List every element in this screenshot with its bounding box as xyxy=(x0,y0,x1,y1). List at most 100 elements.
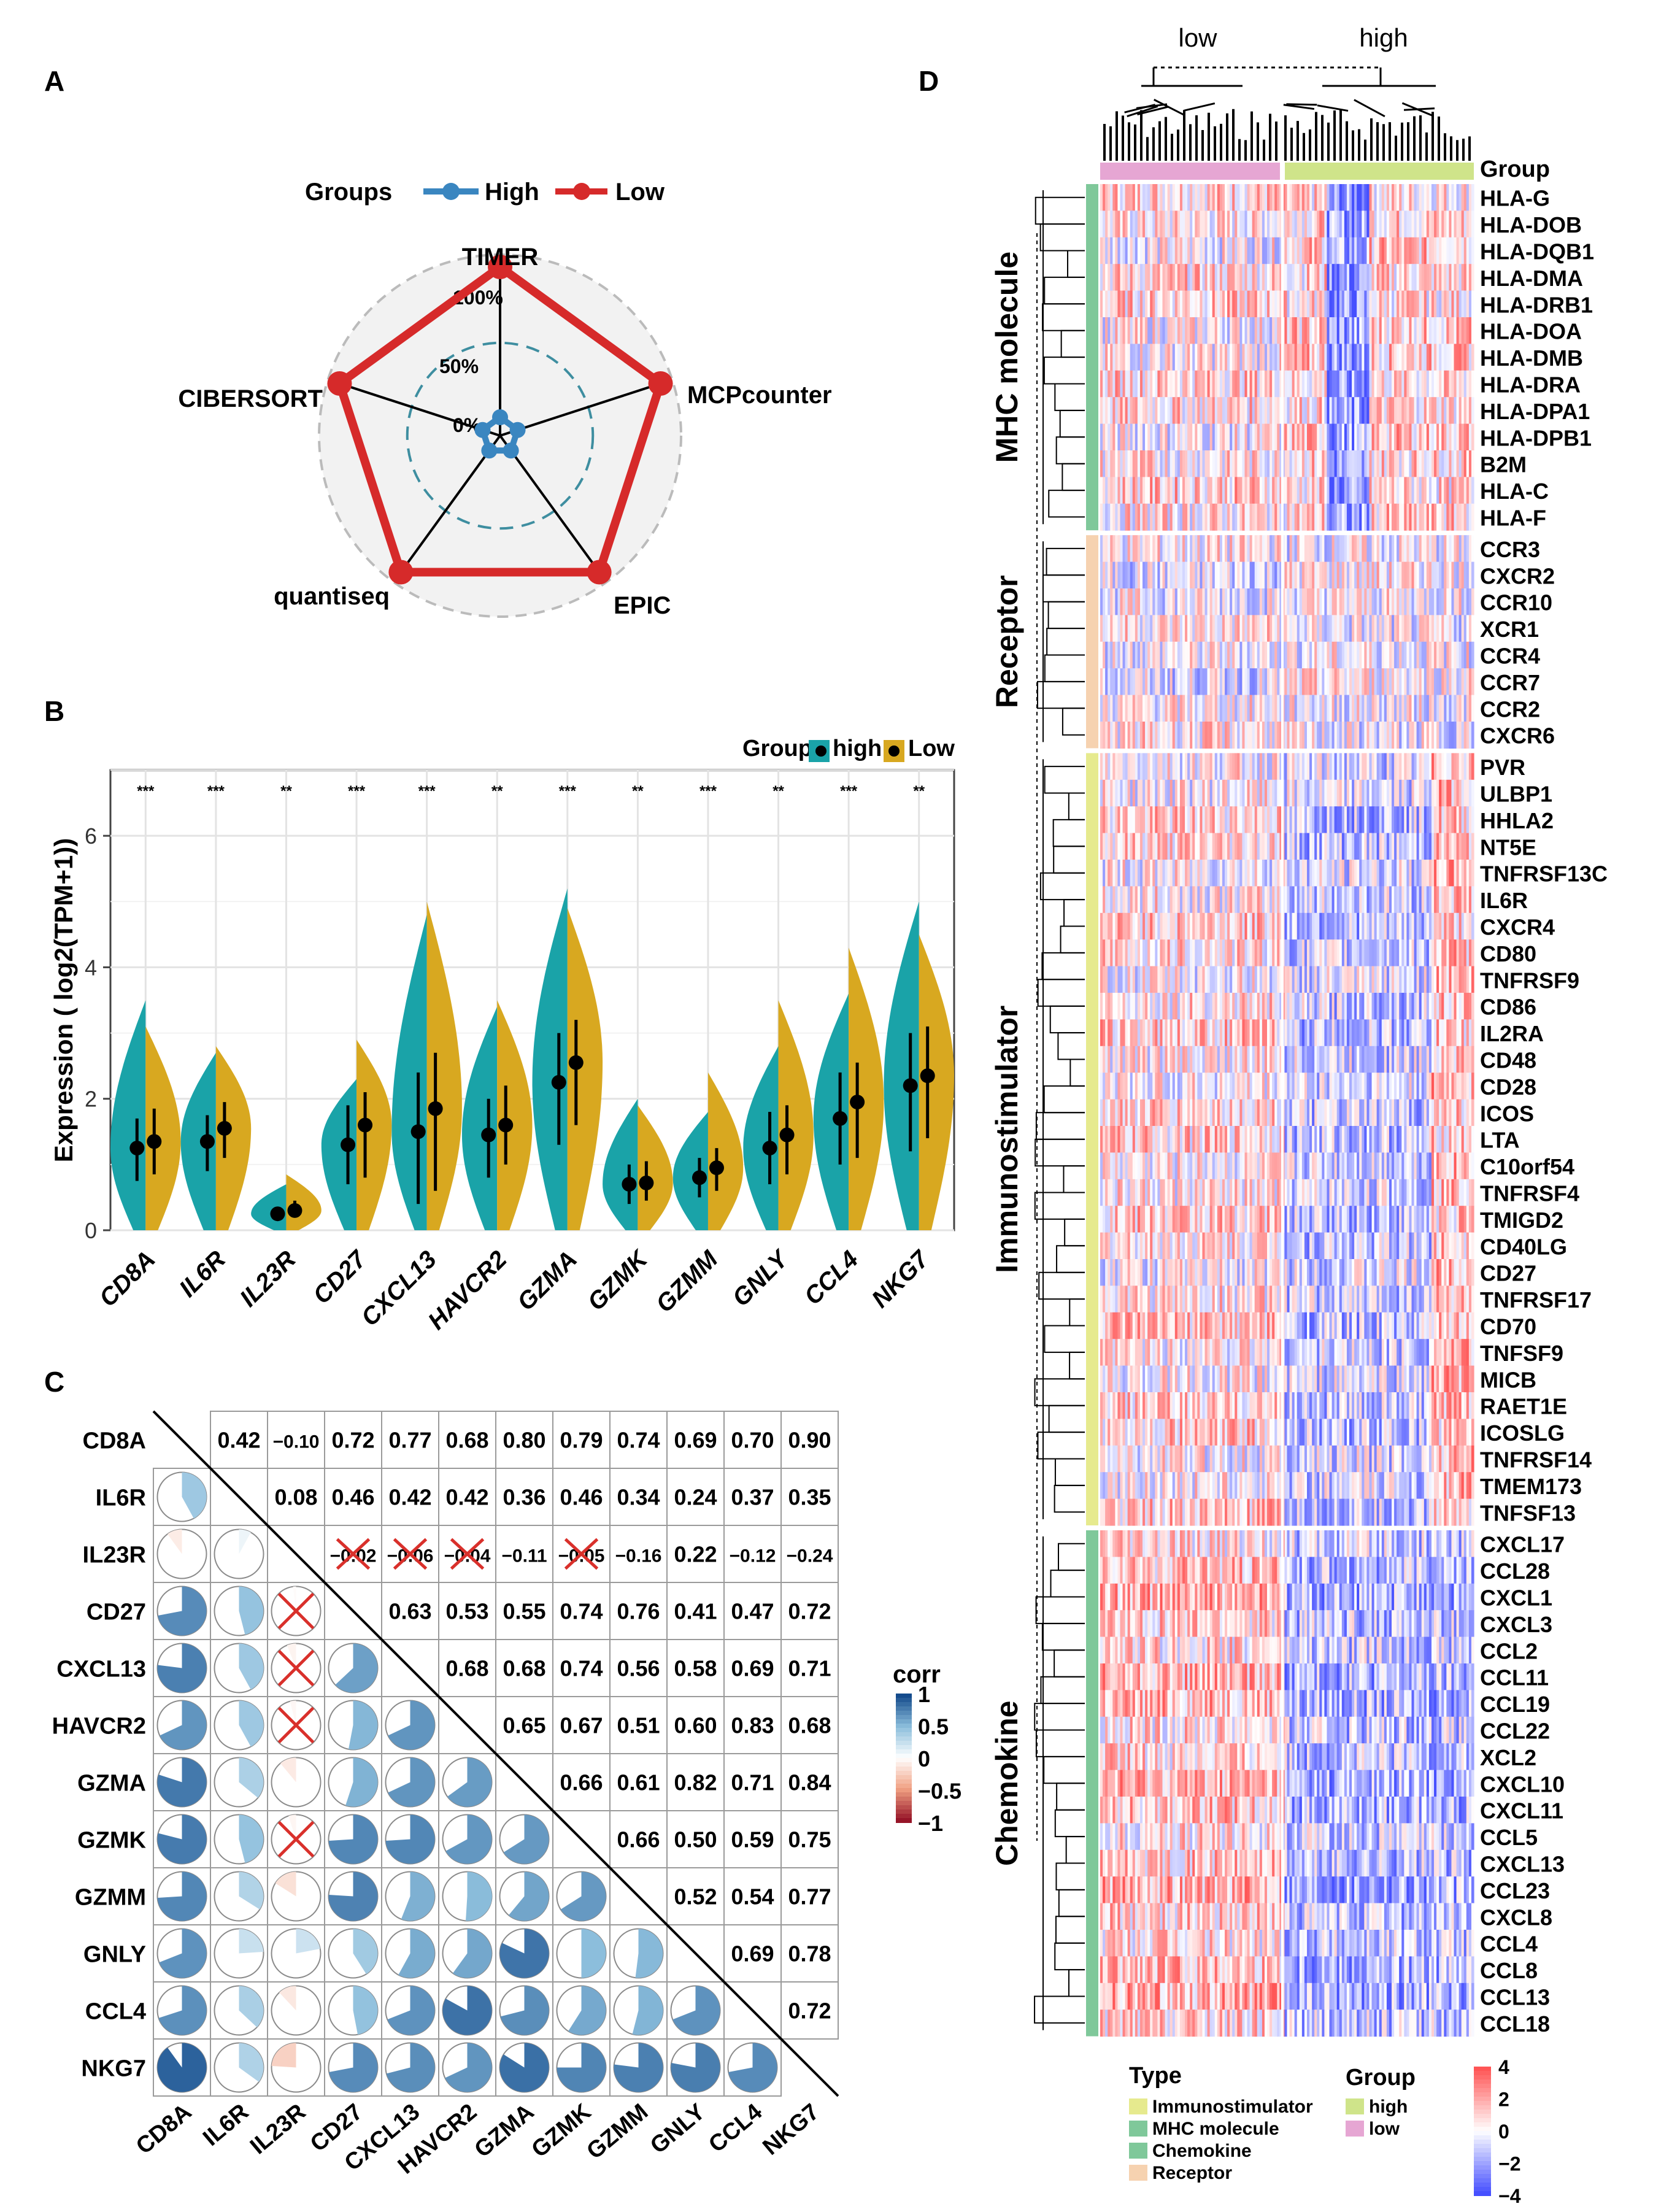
heatmap-cell xyxy=(1324,535,1328,563)
heatmap-cell xyxy=(1172,615,1176,642)
heatmap-cell xyxy=(1304,668,1308,696)
heatmap-cell xyxy=(1451,237,1455,264)
heatmap-cell xyxy=(1259,397,1263,425)
heatmap-cell xyxy=(1242,450,1246,477)
col-label: GZMK xyxy=(527,2098,596,2162)
heatmap-cell xyxy=(1237,477,1240,504)
heatmap-cell xyxy=(1125,615,1128,642)
heatmap-cell xyxy=(1214,939,1218,967)
heatmap-cell xyxy=(1108,695,1111,722)
heatmap-cell xyxy=(1217,450,1220,477)
heatmap-cell xyxy=(1182,886,1185,914)
heatmap-cell xyxy=(1384,344,1387,371)
heatmap-cell xyxy=(1346,503,1350,531)
heatmap-cell xyxy=(1314,477,1317,504)
heatmap-cell xyxy=(1446,370,1449,398)
heatmap-cell xyxy=(1147,477,1150,504)
group-row-label: Group xyxy=(1480,156,1550,182)
heatmap-cell xyxy=(1244,641,1248,669)
heatmap-cell xyxy=(1219,370,1223,398)
heatmap-cell xyxy=(1115,477,1119,504)
heatmap-cell xyxy=(1434,833,1437,860)
row-label: CXCL13 xyxy=(56,1657,146,1682)
heatmap-cell xyxy=(1172,641,1176,669)
heatmap-cell xyxy=(1292,753,1295,780)
corr-legend-segment xyxy=(896,1809,912,1814)
heatmap-cell xyxy=(1242,668,1246,696)
heatmap-cell xyxy=(1317,290,1320,318)
heatmap-cell xyxy=(1426,370,1430,398)
heatmap-cell xyxy=(1212,370,1216,398)
heatmap-cell xyxy=(1252,833,1255,860)
heatmap-cell xyxy=(1463,615,1467,642)
heatmap-cell xyxy=(1466,535,1470,563)
heatmap-cell xyxy=(1209,939,1213,967)
heatmap-cell xyxy=(1297,503,1300,531)
heatmap-cell xyxy=(1252,290,1255,318)
heatmap-cell xyxy=(1247,912,1250,940)
heatmap-cell xyxy=(1346,833,1350,860)
heatmap-cell xyxy=(1339,588,1343,615)
heatmap-cell xyxy=(1428,860,1432,887)
heatmap-cell xyxy=(1357,668,1360,696)
heatmap-cell xyxy=(1259,833,1263,860)
heatmap-cell xyxy=(1152,535,1155,563)
heatmap-cell xyxy=(1125,860,1128,887)
heatmap-cell xyxy=(1468,237,1472,264)
heatmap-cell xyxy=(1252,317,1255,344)
heatmap-cell xyxy=(1160,535,1163,563)
violin-low xyxy=(145,1026,181,1230)
corr-value: −0.12 xyxy=(730,1546,776,1567)
heatmap-cell xyxy=(1397,184,1400,211)
pie-slice xyxy=(157,1871,207,1921)
heatmap-cell xyxy=(1444,237,1447,264)
heatmap-cell xyxy=(1463,450,1467,477)
heatmap-cell xyxy=(1406,423,1410,451)
heatmap-cell xyxy=(1169,450,1173,477)
heatmap-cell xyxy=(1461,477,1465,504)
heatmap-cell xyxy=(1207,588,1211,615)
heatmap-cell xyxy=(1299,615,1303,642)
heatmap-cell xyxy=(1349,317,1352,344)
heatmap-cell xyxy=(1424,695,1427,722)
heatmap-cell xyxy=(1169,615,1173,642)
heatmap-cell xyxy=(1366,860,1370,887)
heatmap-cell xyxy=(1352,397,1355,425)
heatmap-cell xyxy=(1239,184,1243,211)
heatmap-cell xyxy=(1247,344,1250,371)
heatmap-cell xyxy=(1232,535,1235,563)
heatmap-cell xyxy=(1364,860,1368,887)
heatmap-cell xyxy=(1177,695,1181,722)
heatmap-cell xyxy=(1252,423,1255,451)
row-dendrogram-branch xyxy=(1060,329,1085,358)
heatmap-cell xyxy=(1195,722,1198,749)
heatmap-cell xyxy=(1230,615,1233,642)
heatmap-cell xyxy=(1451,641,1455,669)
heatmap-cell xyxy=(1137,886,1141,914)
heatmap-cell xyxy=(1262,423,1265,451)
heatmap-cell xyxy=(1399,886,1402,914)
heatmap-cell xyxy=(1397,615,1400,642)
matrix-cell xyxy=(552,1411,611,1469)
heatmap-cell xyxy=(1304,397,1308,425)
heatmap-cell xyxy=(1297,886,1300,914)
heatmap-cell xyxy=(1456,641,1460,669)
heatmap-cell xyxy=(1409,535,1412,563)
heatmap-cell xyxy=(1292,695,1295,722)
heatmap-cell xyxy=(1237,588,1240,615)
heatmap-cell xyxy=(1419,535,1422,563)
gene-label: CXCR2 xyxy=(1480,563,1555,588)
heatmap-cell xyxy=(1147,939,1150,967)
heatmap-cell xyxy=(1219,450,1223,477)
matrix-cell xyxy=(438,1582,496,1640)
heatmap-cell xyxy=(1222,753,1225,780)
heatmap-cell xyxy=(1257,912,1260,940)
heatmap-cell xyxy=(1100,423,1103,451)
heatmap-cell xyxy=(1264,344,1268,371)
heatmap-cell xyxy=(1431,753,1435,780)
heatmap-cell xyxy=(1152,237,1155,264)
heatmap-cell xyxy=(1174,588,1178,615)
heatmap-cell xyxy=(1264,477,1268,504)
heatmap-cell xyxy=(1177,397,1181,425)
heatmap-cell xyxy=(1212,722,1216,749)
